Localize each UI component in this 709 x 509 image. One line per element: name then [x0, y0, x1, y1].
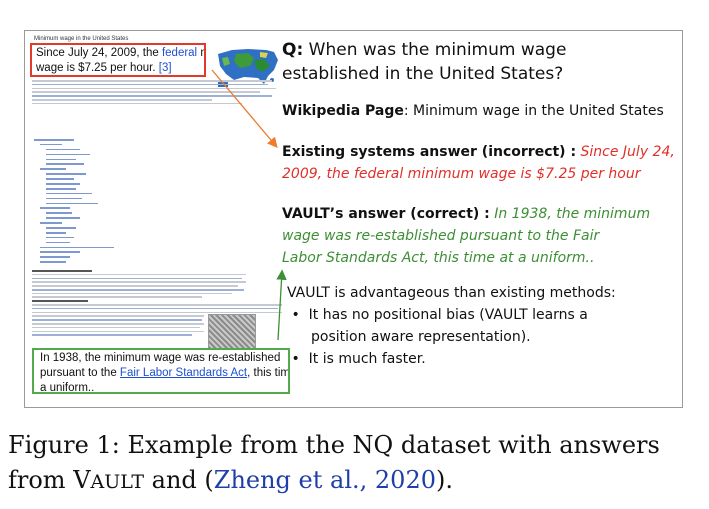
caption-text: and ( — [144, 466, 214, 494]
vault-answer-text: wage was re-established pursuant to the … — [282, 228, 600, 244]
wikipedia-page-line: Wikipedia Page: Minimum wage in the Unit… — [282, 103, 664, 119]
us-map-image — [214, 40, 282, 90]
vault-answer-label: VAULT’s answer (correct) : — [282, 206, 490, 222]
wiki-history-text — [32, 270, 282, 338]
wiki-intro-text — [32, 80, 282, 106]
bullet-icon: • — [291, 351, 300, 367]
incorrect-arrow — [211, 69, 278, 148]
advantage-item: • It is much faster. — [287, 348, 616, 370]
caption-text: ). — [435, 466, 453, 494]
question: Q: When was the minimum wage established… — [282, 38, 566, 86]
existing-answer-label: Existing systems answer (incorrect) : — [282, 144, 577, 160]
wiki-text: a uniform.. — [40, 382, 95, 394]
existing-answer-text: Since July 24, — [576, 144, 675, 160]
correct-arrow — [276, 269, 287, 341]
question-text: established in the United States? — [282, 64, 564, 84]
caption-smallcaps: AULT — [90, 471, 145, 493]
wiki-link: federal — [161, 47, 198, 59]
caption-text: from V — [8, 466, 91, 494]
wiki-text: In 1938, the minimum wage was re-establi… — [40, 352, 281, 364]
incorrect-answer-highlight: Since July 24, 2009, the federal minimum… — [30, 43, 206, 77]
wikipedia-page-thumbnail: Minimum wage in the United States Since … — [28, 34, 290, 404]
advantages-list: VAULT is advantageous than existing meth… — [287, 282, 616, 370]
wikipedia-page-value: : Minimum wage in the United States — [403, 103, 664, 119]
bullet-icon: • — [291, 307, 300, 323]
caption-line1: Figure 1: Example from the NQ dataset wi… — [8, 431, 660, 459]
wiki-text: Since July 24, 2009, the — [36, 47, 162, 59]
wiki-text: wage is $7.25 per hour. — [36, 62, 159, 74]
question-text: When was the minimum wage — [303, 40, 567, 60]
vault-answer-text: In 1938, the minimum — [489, 206, 651, 222]
figure-panel: Minimum wage in the United States Since … — [24, 30, 683, 408]
wiki-text: , this time at — [247, 367, 290, 379]
figure-caption: Figure 1: Example from the NQ dataset wi… — [8, 428, 660, 500]
wiki-table-of-contents — [34, 139, 144, 266]
wiki-page-title: Minimum wage in the United States — [34, 36, 129, 42]
correct-answer-highlight: In 1938, the minimum wage was re-establi… — [32, 348, 290, 394]
wikipedia-page-label: Wikipedia Page — [282, 103, 404, 119]
advantage-item: • It has no positional bias (VAULT learn… — [287, 304, 616, 326]
wiki-text: pursuant to the — [40, 367, 120, 379]
advantages-intro: VAULT is advantageous than existing meth… — [287, 285, 616, 301]
wiki-text: minimum — [197, 47, 204, 59]
vault-answer: VAULT’s answer (correct) : In 1938, the … — [282, 203, 650, 269]
advantage-text: It is much faster. — [308, 351, 426, 367]
advantage-text: position aware representation). — [311, 329, 531, 345]
question-label: Q: — [282, 40, 304, 60]
wiki-link: Fair Labor Standards Act — [119, 367, 248, 379]
citation-link[interactable]: Zheng et al., 2020 — [213, 466, 436, 494]
existing-answer: Existing systems answer (incorrect) : Si… — [282, 141, 675, 185]
wiki-ref: [3] — [158, 62, 172, 74]
advantage-text: It has no positional bias (VAULT learns … — [308, 307, 588, 323]
existing-answer-text: 2009, the federal minimum wage is $7.25 … — [282, 166, 641, 182]
vault-answer-text: Labor Standards Act, this time at a unif… — [282, 250, 595, 266]
